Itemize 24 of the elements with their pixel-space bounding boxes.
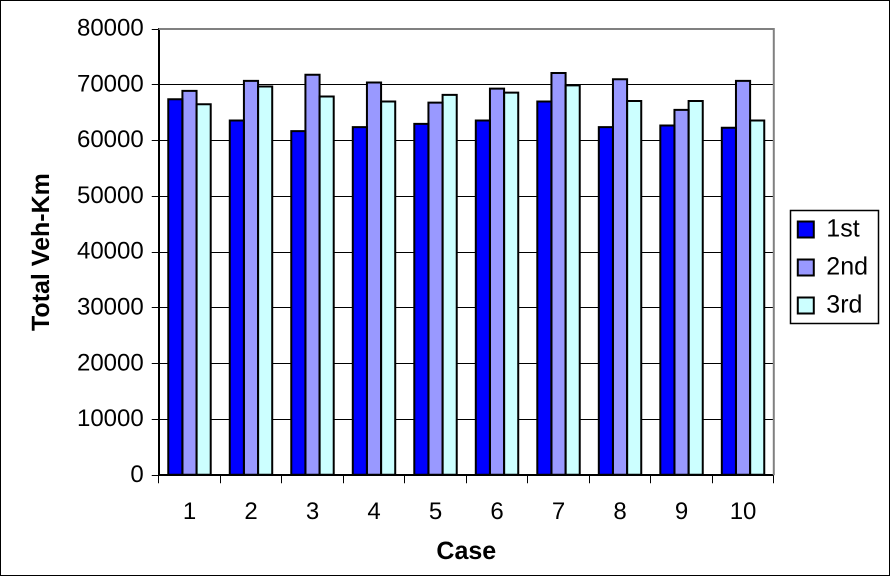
y-tick-label: 10000 [76, 405, 144, 432]
x-tick-label: 10 [730, 498, 756, 526]
y-tick-label: 20000 [76, 349, 144, 376]
y-tick-label: 0 [130, 460, 144, 488]
y-tick-label: 30000 [76, 294, 144, 320]
y-tick-label: 40000 [76, 238, 144, 265]
y-tick-label: 80000 [76, 14, 144, 42]
legend-label: 1st [826, 214, 860, 242]
legend-label: 3rd [826, 290, 862, 318]
legend-label: 2nd [826, 252, 868, 280]
x-tick-label: 3 [306, 498, 320, 526]
x-tick-label: 7 [552, 498, 566, 526]
x-tick-label: 5 [428, 498, 442, 526]
x-tick-label: 1 [182, 498, 196, 526]
x-tick-label: 8 [613, 498, 627, 526]
x-tick-label: 6 [490, 498, 504, 526]
x-axis-title: Case [436, 536, 496, 565]
x-tick-label: 9 [674, 498, 688, 526]
x-tick-label: 2 [244, 498, 258, 526]
y-axis-title: Total Veh-Km [26, 173, 55, 332]
y-tick-label: 70000 [76, 70, 144, 98]
x-tick-label: 4 [367, 498, 381, 526]
y-tick-label: 50000 [76, 182, 144, 209]
y-tick-label: 60000 [76, 126, 144, 154]
